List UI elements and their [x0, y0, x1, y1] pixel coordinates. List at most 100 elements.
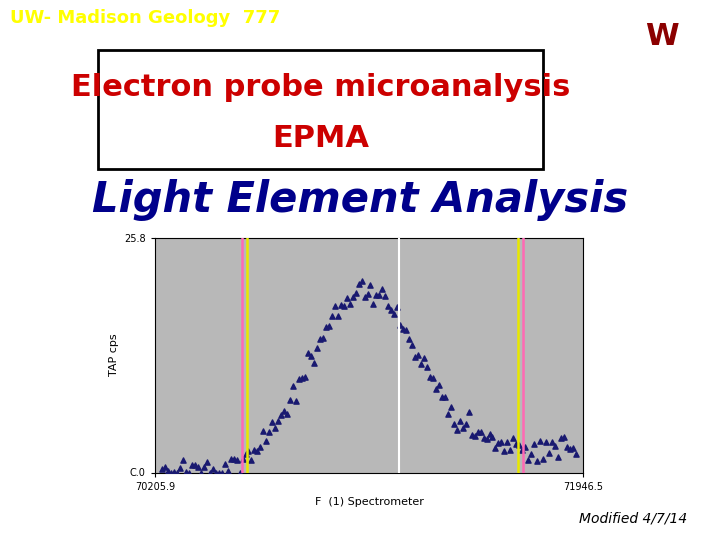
Point: [246, 456, 257, 464]
Point: [282, 410, 293, 418]
Point: [474, 428, 486, 436]
Point: [516, 446, 528, 454]
Point: [183, 468, 194, 477]
Point: [495, 438, 507, 447]
Point: [385, 306, 397, 315]
FancyBboxPatch shape: [98, 50, 543, 169]
Point: [469, 431, 480, 440]
Point: [266, 418, 278, 427]
Point: [442, 409, 454, 418]
Point: [379, 291, 391, 300]
Point: [279, 406, 290, 415]
Point: [302, 349, 314, 357]
Point: [460, 420, 472, 428]
Point: [561, 443, 572, 452]
Point: [287, 382, 299, 391]
Point: [406, 341, 418, 349]
Point: [293, 374, 305, 383]
Point: [546, 437, 558, 446]
Point: [284, 396, 296, 405]
Point: [454, 417, 466, 426]
Point: [359, 293, 370, 302]
Text: UW- Madison Geology  777: UW- Madison Geology 777: [10, 9, 280, 26]
Point: [481, 435, 492, 444]
Point: [361, 289, 373, 298]
Point: [558, 433, 570, 441]
Text: Electron probe microanalysis: Electron probe microanalysis: [71, 73, 570, 102]
Point: [392, 302, 403, 311]
Point: [484, 430, 495, 438]
Point: [510, 440, 522, 448]
Point: [195, 468, 207, 477]
Point: [463, 408, 474, 416]
Point: [264, 428, 275, 436]
Point: [564, 444, 575, 453]
Point: [540, 437, 552, 446]
Point: [526, 450, 537, 458]
Text: EPMA: EPMA: [272, 124, 369, 153]
Point: [439, 393, 451, 401]
Point: [544, 448, 555, 457]
Point: [421, 363, 433, 372]
Point: [213, 468, 225, 477]
Point: [344, 300, 356, 308]
Point: [567, 444, 579, 453]
Point: [338, 301, 349, 310]
Point: [258, 427, 269, 436]
Point: [395, 321, 406, 329]
Point: [297, 374, 308, 382]
Point: [403, 335, 415, 343]
Point: [341, 294, 353, 302]
Point: [389, 310, 400, 319]
Point: [276, 410, 287, 419]
Point: [323, 322, 335, 330]
Point: [570, 449, 582, 458]
Point: [427, 373, 438, 382]
Point: [240, 449, 251, 458]
Point: [424, 373, 436, 381]
Point: [237, 455, 248, 463]
Point: [433, 380, 445, 389]
Point: [472, 428, 483, 436]
Point: [445, 402, 456, 411]
Point: [528, 440, 540, 448]
Point: [549, 442, 561, 450]
Point: [314, 335, 325, 343]
Point: [492, 438, 504, 447]
Point: [436, 392, 448, 401]
Point: [252, 447, 264, 455]
Point: [410, 353, 421, 361]
Point: [269, 424, 281, 433]
Point: [537, 454, 549, 463]
Text: Light Element Analysis: Light Element Analysis: [92, 179, 628, 221]
Point: [320, 322, 332, 331]
Point: [555, 434, 567, 443]
Point: [326, 312, 338, 320]
Point: [335, 301, 346, 309]
Point: [466, 431, 477, 440]
Point: [308, 359, 320, 367]
Point: [216, 468, 228, 477]
Point: [418, 354, 430, 362]
Point: [505, 446, 516, 455]
Point: [457, 424, 469, 433]
Point: [347, 293, 359, 302]
Point: [189, 461, 201, 470]
Point: [430, 385, 441, 394]
Point: [300, 373, 311, 382]
Y-axis label: TAP cps: TAP cps: [109, 334, 119, 376]
Point: [272, 416, 284, 425]
Point: [168, 468, 180, 476]
Point: [448, 420, 459, 428]
Point: [228, 454, 239, 463]
X-axis label: F  (1) Spectrometer: F (1) Spectrometer: [315, 497, 423, 507]
Point: [397, 325, 409, 334]
Point: [186, 461, 198, 469]
Point: [552, 453, 564, 462]
Text: Modified 4/7/14: Modified 4/7/14: [580, 511, 688, 525]
Point: [368, 300, 379, 308]
Point: [248, 446, 260, 455]
Point: [156, 465, 168, 474]
Point: [502, 438, 513, 447]
Point: [243, 447, 254, 455]
